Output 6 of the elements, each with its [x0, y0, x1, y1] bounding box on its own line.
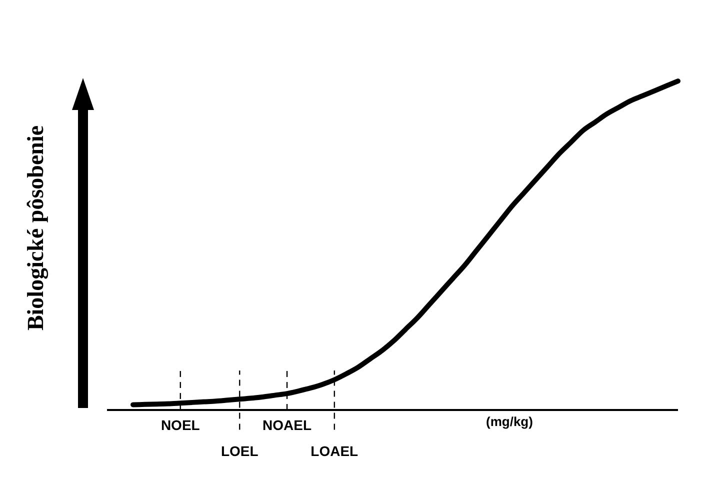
x-tick-label: NOEL: [160, 417, 200, 433]
x-tick-label: LOAEL: [310, 443, 359, 459]
x-tick-label: NOAEL: [262, 417, 312, 433]
x-axis-title: (mg/kg): [486, 414, 533, 429]
x-tick-label: LOEL: [220, 443, 259, 459]
y-axis-title: Biologické pôsobenie: [23, 125, 49, 331]
